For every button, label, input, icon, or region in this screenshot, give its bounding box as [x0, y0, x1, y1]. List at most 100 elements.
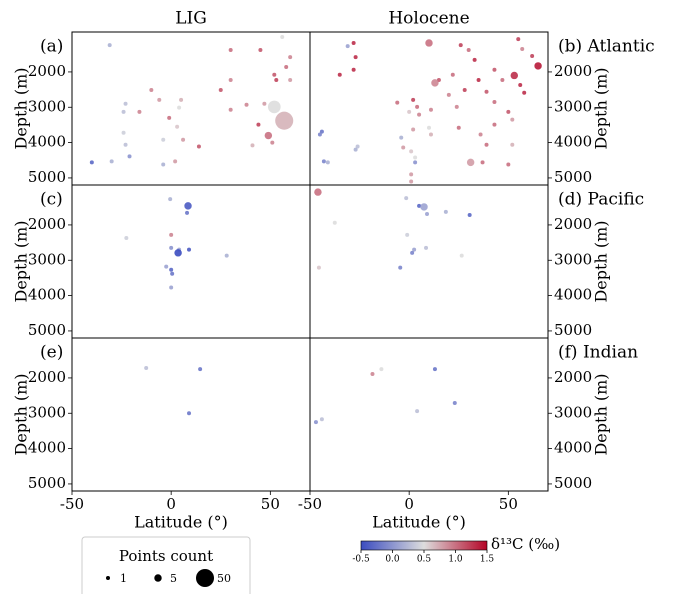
legend-marker	[195, 568, 215, 588]
data-point	[420, 203, 428, 211]
data-point	[144, 366, 149, 371]
legend-marker	[154, 574, 162, 582]
points	[313, 367, 457, 425]
data-point	[264, 131, 273, 140]
data-point	[492, 99, 497, 104]
panel-label: (a)	[40, 37, 63, 57]
y-tick-label: 5000	[28, 168, 66, 186]
data-point	[510, 71, 518, 80]
legend-label: 50	[217, 572, 231, 585]
y-axis-label: Depth (m)	[592, 373, 611, 455]
data-point	[89, 160, 94, 165]
data-point	[272, 72, 277, 77]
data-point	[476, 78, 481, 83]
data-point	[500, 78, 505, 83]
points	[317, 37, 542, 184]
data-point	[401, 145, 406, 150]
data-point	[370, 372, 375, 377]
data-point	[337, 72, 342, 77]
data-point	[462, 87, 467, 92]
data-point	[184, 202, 192, 210]
column-title: LIG	[175, 9, 207, 29]
data-point	[399, 135, 404, 140]
data-point	[510, 117, 515, 122]
data-point	[492, 122, 497, 127]
panel-label: (d) Pacific	[558, 190, 644, 210]
data-point	[411, 127, 416, 132]
data-point	[431, 79, 439, 87]
colorbar-tick-label: 1.5	[480, 555, 495, 565]
data-point	[228, 107, 233, 112]
x-axis-label: Latitude (°)	[372, 513, 466, 532]
data-point	[198, 367, 203, 372]
data-point	[161, 137, 166, 142]
data-point	[175, 124, 180, 129]
data-point	[316, 265, 321, 270]
data-point	[411, 97, 416, 102]
y-axis-label: Depth (m)	[592, 67, 611, 149]
data-point	[185, 210, 190, 215]
data-point	[379, 367, 384, 372]
data-point	[170, 271, 175, 276]
data-point	[288, 55, 293, 60]
data-point	[179, 97, 184, 102]
data-point	[267, 100, 281, 114]
data-point	[398, 265, 403, 270]
data-point	[522, 90, 527, 95]
data-point	[466, 158, 475, 167]
data-point	[124, 236, 129, 241]
data-point	[409, 149, 414, 154]
panel-label: (b) Atlantic	[558, 37, 655, 57]
points	[89, 34, 294, 167]
data-point	[412, 247, 417, 252]
data-point	[164, 264, 169, 269]
data-point	[250, 143, 255, 148]
data-point	[478, 132, 483, 137]
data-point	[516, 37, 521, 42]
data-point	[275, 111, 294, 130]
data-point	[256, 122, 261, 127]
x-tick-label: -50	[298, 495, 322, 513]
y-tick-label: 4000	[554, 286, 592, 304]
data-point	[228, 48, 233, 53]
data-point	[454, 104, 459, 109]
data-point	[404, 196, 409, 201]
data-point	[424, 245, 429, 250]
panel-frame	[309, 337, 549, 492]
data-point	[484, 89, 489, 94]
legend-label: 1	[120, 572, 127, 585]
data-point	[314, 188, 322, 196]
data-point	[274, 78, 279, 83]
data-point	[443, 209, 448, 214]
data-point	[432, 367, 437, 372]
data-point	[174, 249, 182, 257]
data-point	[169, 245, 174, 250]
y-tick-label: 5000	[554, 168, 592, 186]
y-tick-label: 2000	[28, 368, 66, 386]
panel-frame	[309, 184, 549, 339]
data-point	[173, 159, 178, 164]
data-point	[450, 72, 455, 77]
data-point	[409, 179, 414, 184]
panel-frame	[309, 31, 549, 186]
data-point	[506, 162, 511, 167]
data-point	[317, 132, 322, 137]
data-point	[520, 46, 525, 51]
y-tick-label: 5000	[554, 321, 592, 339]
data-point	[353, 147, 358, 152]
data-point	[313, 420, 318, 425]
y-axis-label: Depth (m)	[12, 373, 31, 455]
data-point	[181, 137, 186, 142]
colorbar-tick-label: 0.5	[417, 555, 432, 565]
data-point	[149, 87, 154, 92]
y-tick-label: 5000	[28, 474, 66, 492]
colorbar	[360, 540, 488, 551]
y-tick-label: 4000	[554, 439, 592, 457]
y-tick-label: 2000	[28, 62, 66, 80]
colorbar-tick-label: -0.5	[352, 555, 370, 565]
data-point	[187, 411, 192, 416]
colorbar-label: δ¹³C (‰)	[491, 535, 560, 553]
data-point	[167, 115, 172, 120]
data-point	[325, 160, 330, 165]
data-point	[466, 48, 471, 53]
